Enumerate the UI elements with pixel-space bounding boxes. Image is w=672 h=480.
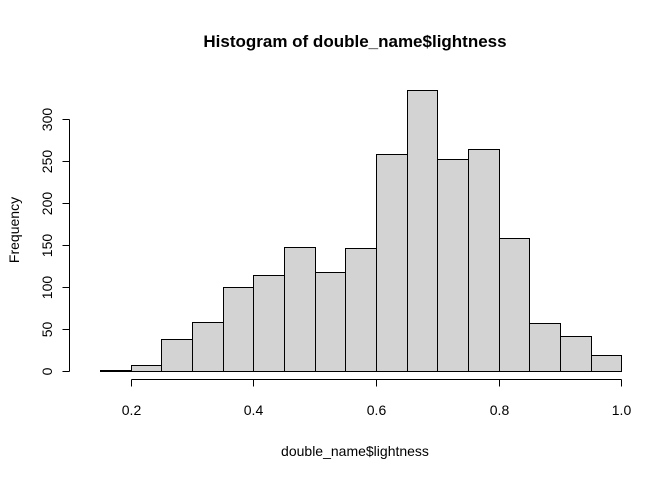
- histogram-bar: [315, 272, 346, 372]
- y-tick-label: 250: [39, 150, 55, 174]
- y-tick-label: 100: [39, 276, 55, 300]
- histogram-bar: [437, 159, 469, 372]
- chart-title: Histogram of double_name$lightness: [203, 32, 506, 51]
- histogram-bar: [468, 149, 500, 372]
- x-axis: 0.2 0.4 0.6 0.8 1.0: [122, 379, 632, 418]
- y-tick-label: 0: [39, 367, 55, 375]
- histogram-bar: [407, 90, 438, 372]
- histogram-bar: [284, 247, 316, 372]
- y-tick-label: 50: [39, 322, 55, 338]
- histogram-bar: [529, 323, 561, 372]
- x-tick-label: 0.8: [490, 402, 510, 418]
- y-axis: 0 50 100 150 200 250 300: [39, 108, 70, 375]
- histogram-bar: [376, 154, 408, 372]
- histogram-bar: [192, 322, 224, 372]
- histogram-bar: [131, 365, 162, 372]
- y-tick-label: 300: [39, 108, 55, 132]
- histogram-bar: [100, 370, 132, 372]
- x-tick-label: 0.4: [244, 402, 264, 418]
- x-tick-label: 0.2: [122, 402, 142, 418]
- histogram-bar: [253, 275, 285, 372]
- histogram-bar: [161, 339, 193, 372]
- y-tick-label: 200: [39, 192, 55, 216]
- y-axis-label: Frequency: [6, 197, 22, 263]
- x-tick-label: 1.0: [612, 402, 632, 418]
- histogram-bar: [591, 355, 622, 372]
- x-axis-label: double_name$lightness: [281, 443, 429, 459]
- x-tick-label: 0.6: [367, 402, 387, 418]
- histogram-bar: [345, 248, 377, 372]
- histogram-bar: [223, 287, 254, 372]
- bars-layer: [100, 90, 622, 372]
- histogram-bar: [560, 336, 592, 372]
- y-tick-label: 150: [39, 234, 55, 258]
- histogram-bar: [499, 238, 530, 372]
